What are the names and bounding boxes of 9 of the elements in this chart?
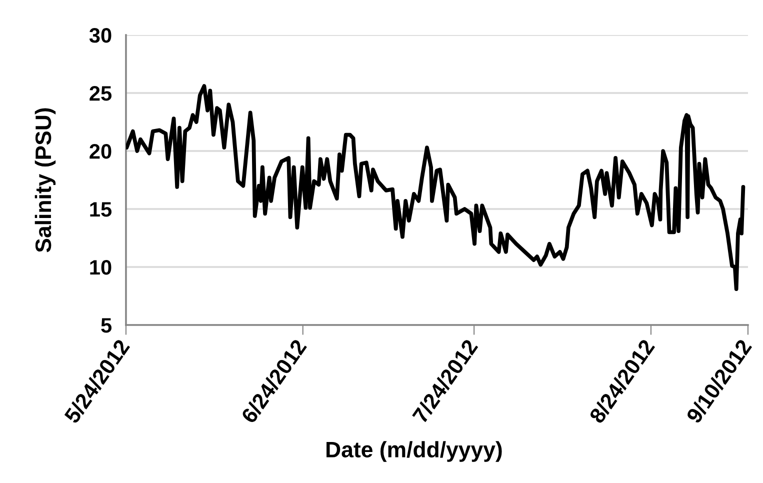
x-axis-title: Date (m/dd/yyyy) (326, 441, 502, 462)
y-tick-label: 15 (90, 202, 112, 217)
y-axis-title: Salinity (PSU) (34, 108, 56, 252)
y-tick-label: 25 (90, 86, 112, 101)
y-tick-label: 30 (89, 28, 112, 43)
y-tick-label: 5 (101, 318, 112, 333)
y-tick-label: 10 (90, 260, 112, 275)
y-tick-label: 20 (90, 144, 112, 159)
line-series (126, 84, 746, 291)
